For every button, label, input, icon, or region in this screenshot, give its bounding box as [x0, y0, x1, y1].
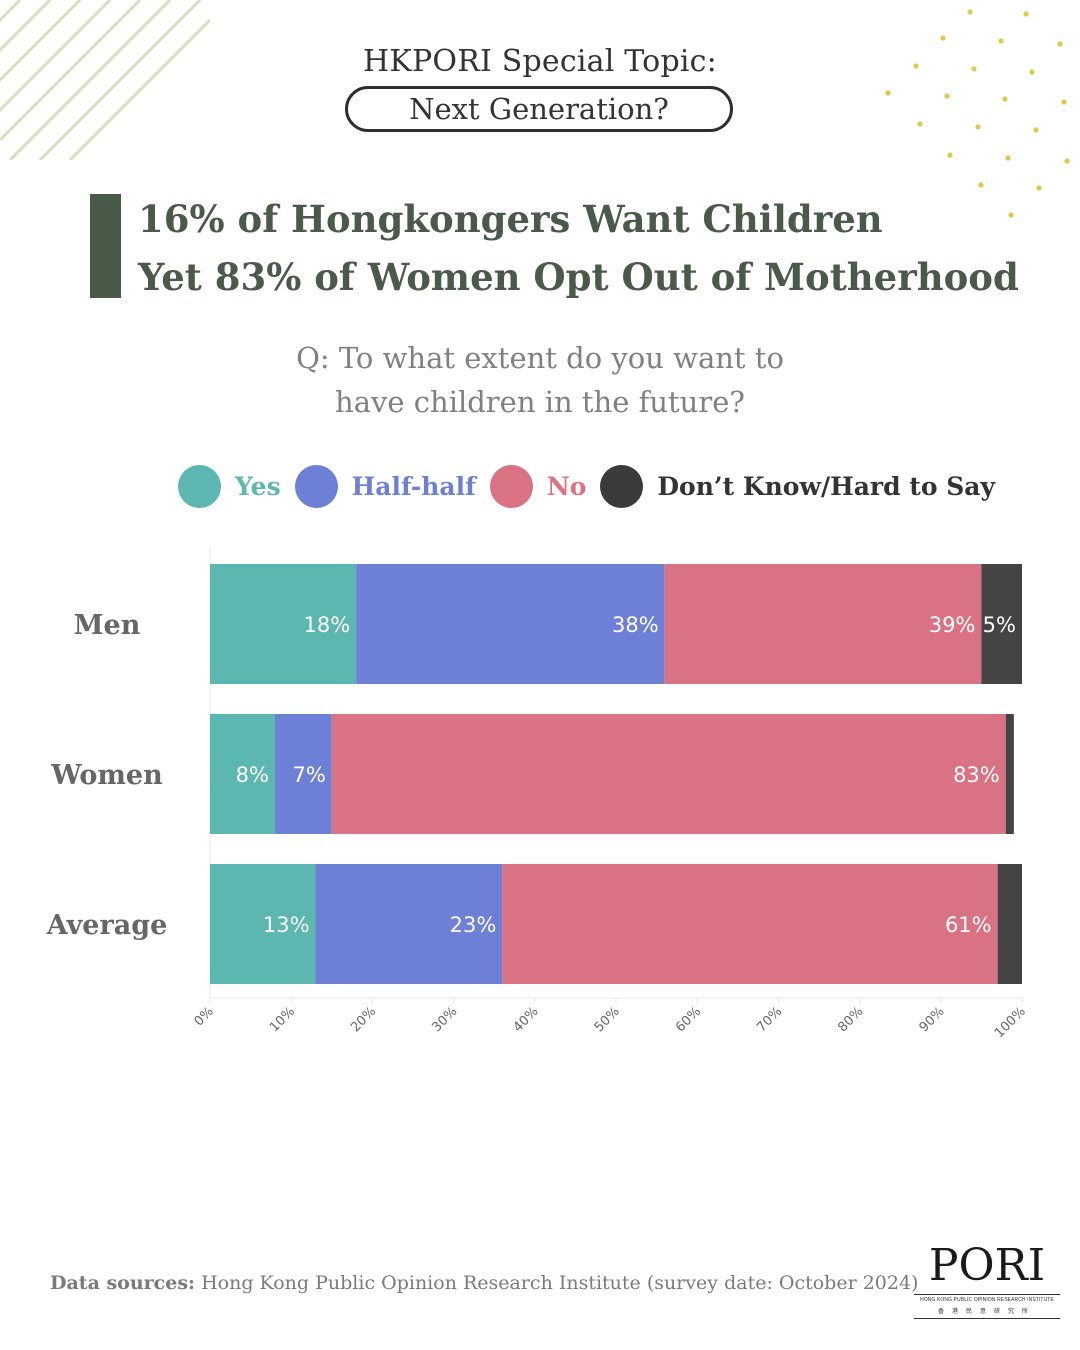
legend-item-yes: Yes [178, 464, 281, 508]
data-label-women-2: 83% [953, 763, 1000, 787]
data-label-men-3: 5% [983, 613, 1016, 637]
legend-swatch-yes [178, 464, 221, 508]
category-label-women: Women [50, 760, 163, 791]
data-label-men-2: 39% [929, 613, 976, 637]
bar-men-no [664, 564, 982, 684]
title-line-1: 16% of Hongkongers Want Children [138, 197, 883, 241]
x-tick-label: 90% [917, 1004, 948, 1035]
logo-rule-bottom [914, 1318, 1060, 1319]
x-tick-label: 50% [592, 1004, 623, 1035]
bar-women-don-t-know-hard-to-say [1005, 714, 1014, 834]
legend-label-dont-know: Don’t Know/Hard to Say [657, 471, 995, 501]
logo-english-name: HONG KONG PUBLIC OPINION RESEARCH INSTIT… [920, 1297, 1054, 1303]
topic-pill: Next Generation? [345, 86, 733, 132]
legend-label-half-half: Half-half [351, 471, 476, 501]
chart-legend: Yes Half-half No Don’t Know/Hard to Say [178, 464, 1009, 508]
decorative-dots [885, 9, 1070, 218]
x-tick-label: 0% [192, 1004, 217, 1029]
legend-swatch-dont-know [600, 464, 644, 508]
bar-average-yes [210, 864, 316, 984]
logo-chinese-name: 香港民意研究所 [937, 1308, 1036, 1315]
data-label-average-1: 23% [450, 913, 497, 937]
source-text: Hong Kong Public Opinion Research Instit… [195, 1272, 919, 1294]
x-tick-label: 100% [992, 1004, 1029, 1041]
page-title: 16% of Hongkongers Want Children Yet 83%… [138, 190, 1068, 306]
bar-average-no [502, 864, 998, 984]
bar-women-half-half [274, 714, 332, 834]
stacked-bar-chart: Men 18% 38% 39% 5% Women 8% 7% 83% Average 13% 23% 6… [46, 548, 1029, 1041]
data-label-women-1: 7% [292, 763, 325, 787]
topic-line: HKPORI Special Topic: [363, 44, 717, 79]
data-label-men-0: 18% [303, 613, 350, 637]
x-tick-label: 30% [429, 1004, 460, 1035]
x-tick-label: 40% [511, 1004, 542, 1035]
source-label: Data sources: [50, 1272, 196, 1294]
legend-item-dont-know: Don’t Know/Hard to Say [600, 464, 995, 508]
bar-men-don-t-know-hard-to-say [981, 564, 1022, 684]
logo-rule-top [914, 1294, 1060, 1295]
bar-women-no [331, 714, 1006, 834]
question-line-1: Q: To what extent do you want to [296, 341, 784, 375]
bar-men-yes [210, 564, 357, 684]
title-accent-bar [90, 194, 121, 298]
x-tick-label: 10% [267, 1004, 298, 1035]
data-label-average-2: 61% [945, 913, 992, 937]
title-line-2: Yet 83% of Women Opt Out of Motherhood [138, 255, 1019, 299]
decorative-stripes [0, 0, 210, 160]
data-label-men-1: 38% [612, 613, 659, 637]
survey-question: Q: To what extent do you want to have ch… [0, 336, 1080, 424]
x-tick-label: 60% [673, 1004, 704, 1035]
x-tick-label: 80% [835, 1004, 866, 1035]
bar-women-yes [210, 714, 275, 834]
category-label-men: Men [74, 610, 141, 641]
legend-label-yes: Yes [235, 471, 281, 501]
pori-logo: PORI HONG KONG PUBLIC OPINION RESEARCH I… [912, 1240, 1062, 1324]
legend-label-no: No [546, 471, 587, 501]
data-label-women-0: 8% [236, 763, 269, 787]
legend-swatch-half-half [294, 464, 338, 508]
bar-average-half-half [315, 864, 503, 984]
data-source-note: Data sources: Hong Kong Public Opinion R… [50, 1272, 918, 1294]
bar-men-half-half [356, 564, 665, 684]
question-line-2: have children in the future? [335, 385, 745, 419]
data-label-average-0: 13% [263, 913, 310, 937]
x-tick-label: 70% [754, 1004, 785, 1035]
bar-average-don-t-know-hard-to-say [997, 864, 1022, 984]
logo-wordmark: PORI [928, 1240, 1046, 1291]
legend-swatch-no [489, 464, 533, 508]
legend-item-half-half: Half-half [294, 464, 476, 508]
category-label-average: Average [46, 910, 168, 941]
x-tick-label: 20% [348, 1004, 379, 1035]
legend-item-no: No [489, 464, 587, 508]
